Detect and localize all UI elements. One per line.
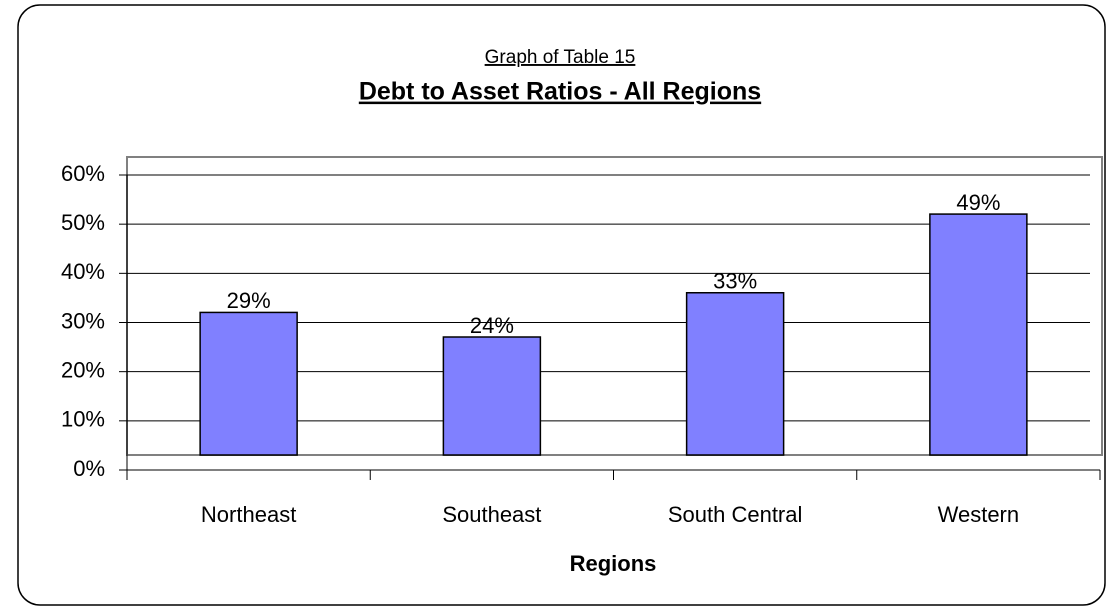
chart-subtitle: Graph of Table 15 bbox=[485, 47, 636, 68]
bar bbox=[685, 292, 785, 456]
y-tick-label: 50% bbox=[61, 210, 105, 235]
bar bbox=[929, 213, 1028, 456]
x-tick-label: Northeast bbox=[201, 502, 296, 527]
data-label: 29% bbox=[227, 288, 271, 313]
y-tick-label: 0% bbox=[73, 456, 105, 481]
x-axis-label: Regions bbox=[570, 551, 657, 576]
data-label: 24% bbox=[470, 313, 514, 338]
y-tick-label: 40% bbox=[61, 259, 105, 284]
y-tick-label: 60% bbox=[61, 161, 105, 186]
y-tick-label: 10% bbox=[61, 407, 105, 432]
y-tick-label: 20% bbox=[61, 357, 105, 382]
x-tick-label: Western bbox=[938, 502, 1020, 527]
data-label: 33% bbox=[713, 269, 757, 294]
bar bbox=[199, 311, 298, 456]
bar bbox=[442, 336, 542, 456]
x-tick-label: South Central bbox=[668, 502, 803, 527]
data-label: 49% bbox=[956, 190, 1000, 215]
x-tick-label: Southeast bbox=[442, 502, 541, 527]
chart-title: Debt to Asset Ratios - All Regions bbox=[359, 78, 761, 106]
y-tick-label: 30% bbox=[61, 308, 105, 333]
